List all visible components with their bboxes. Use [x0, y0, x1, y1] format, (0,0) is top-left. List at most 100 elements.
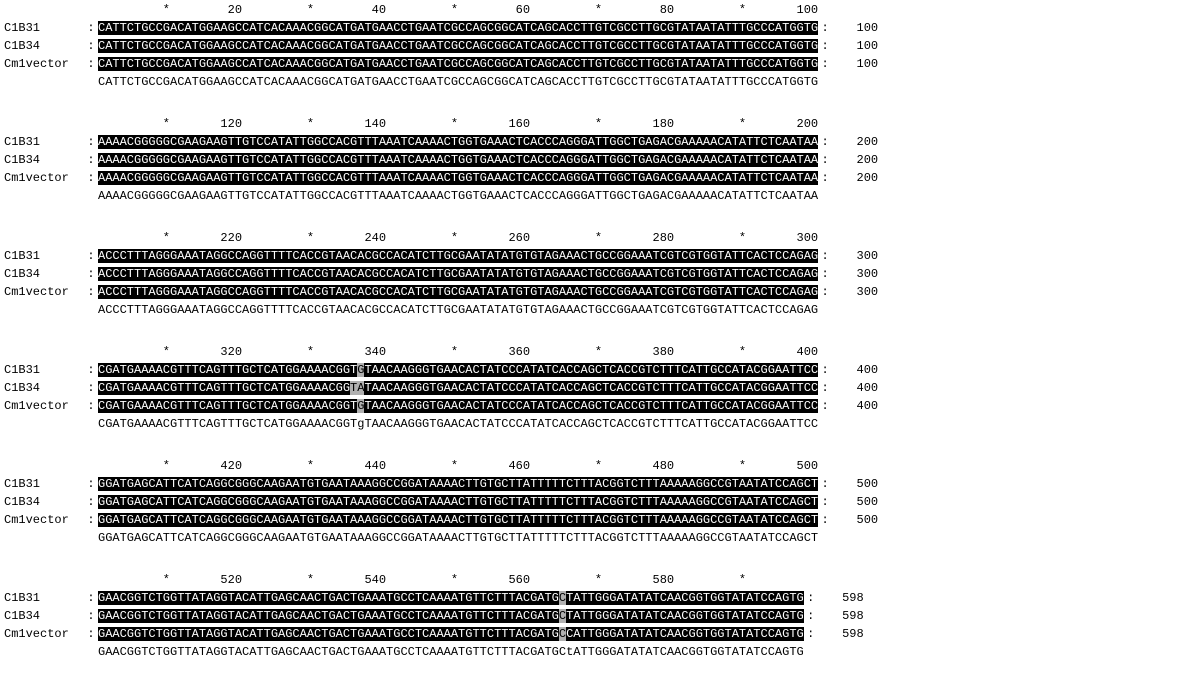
end-position: 400 — [838, 364, 878, 376]
sequence-label: C1B34 — [4, 268, 84, 280]
sequence: CATTCTGCCGACATGGAAGCCATCACAAACGGCATGATGA… — [98, 40, 818, 52]
colon: : — [84, 286, 98, 298]
end-position: 300 — [838, 268, 878, 280]
sequence: GAACGGTCTGGTTATAGGTACATTGAGCAACTGACTGAAA… — [98, 592, 804, 604]
alignment-block: * 120 * 140 * 160 * 180 * 200C1B31:AAAAC… — [4, 118, 1179, 208]
sequence-row: C1B31:CGATGAAAACGTTTCAGTTTGCTCATGGAAAACG… — [4, 364, 1179, 382]
sequence-label: Cm1vector — [4, 628, 84, 640]
colon: : — [818, 154, 832, 166]
colon: : — [84, 592, 98, 604]
ruler-row: * 20 * 40 * 60 * 80 * 100 — [4, 4, 1179, 22]
sequence: AAAACGGGGGCGAAGAAGTTGTCCATATTGGCCACGTTTA… — [98, 136, 818, 148]
sequence-label: C1B31 — [4, 22, 84, 34]
sequence-row: C1B31:CATTCTGCCGACATGGAAGCCATCACAAACGGCA… — [4, 22, 1179, 40]
colon: : — [818, 496, 832, 508]
sequence-row: C1B31:GGATGAGCATTCATCAGGCGGGCAAGAATGTGAA… — [4, 478, 1179, 496]
colon: : — [818, 250, 832, 262]
ruler: * 520 * 540 * 560 * 580 * — [98, 574, 804, 586]
sequence-label: C1B31 — [4, 136, 84, 148]
end-position: 400 — [838, 382, 878, 394]
sequence-label: C1B34 — [4, 40, 84, 52]
ruler: * 120 * 140 * 160 * 180 * 200 — [98, 118, 818, 130]
alignment-block: * 20 * 40 * 60 * 80 * 100 C1B31:CATTCTGCC… — [4, 4, 1179, 94]
sequence-row: C1B34:GGATGAGCATTCATCAGGCGGGCAAGAATGTGAA… — [4, 496, 1179, 514]
sequence-label: C1B34 — [4, 154, 84, 166]
colon: : — [84, 268, 98, 280]
sequence-row: C1B31:ACCCTTTAGGGAAATAGGCCAGGTTTTCACCGTA… — [4, 250, 1179, 268]
consensus-sequence: AAAACGGGGGCGAAGAAGTTGTCCATATTGGCCACGTTTA… — [98, 190, 818, 202]
sequence-row: C1B34:GAACGGTCTGGTTATAGGTACATTGAGCAACTGA… — [4, 610, 1179, 628]
colon: : — [818, 268, 832, 280]
colon: : — [818, 400, 832, 412]
sequence: CGATGAAAACGTTTCAGTTTGCTCATGGAAAACGGTGTAA… — [98, 364, 818, 376]
sequence: GGATGAGCATTCATCAGGCGGGCAAGAATGTGAATAAAGG… — [98, 478, 818, 490]
colon: : — [804, 592, 818, 604]
sequence: CGATGAAAACGTTTCAGTTTGCTCATGGAAAACGGTGTAA… — [98, 400, 818, 412]
colon: : — [818, 478, 832, 490]
colon: : — [84, 154, 98, 166]
consensus-row: GGATGAGCATTCATCAGGCGGGCAAGAATGTGAATAAAGG… — [4, 532, 1179, 550]
colon: : — [84, 628, 98, 640]
sequence-row: C1B34:CATTCTGCCGACATGGAAGCCATCACAAACGGCA… — [4, 40, 1179, 58]
sequence-label: C1B31 — [4, 478, 84, 490]
alignment-block: * 220 * 240 * 260 * 280 * 300C1B31:ACCCT… — [4, 232, 1179, 322]
alignment-block: * 420 * 440 * 460 * 480 * 500C1B31:GGATG… — [4, 460, 1179, 550]
sequence: ACCCTTTAGGGAAATAGGCCAGGTTTTCACCGTAACACGC… — [98, 250, 818, 262]
colon: : — [84, 382, 98, 394]
colon: : — [818, 58, 832, 70]
consensus-sequence: CGATGAAAACGTTTCAGTTTGCTCATGGAAAACGGTgTAA… — [98, 418, 818, 430]
ruler: * 420 * 440 * 460 * 480 * 500 — [98, 460, 818, 472]
sequence: GAACGGTCTGGTTATAGGTACATTGAGCAACTGACTGAAA… — [98, 628, 804, 640]
alignment-block: * 520 * 540 * 560 * 580 * C1B31:GAACGGTC… — [4, 574, 1179, 664]
sequence: CATTCTGCCGACATGGAAGCCATCACAAACGGCATGATGA… — [98, 58, 818, 70]
end-position: 500 — [838, 514, 878, 526]
colon: : — [818, 514, 832, 526]
consensus-row: CGATGAAAACGTTTCAGTTTGCTCATGGAAAACGGTgTAA… — [4, 418, 1179, 436]
end-position: 598 — [824, 610, 864, 622]
ruler-row: * 220 * 240 * 260 * 280 * 300 — [4, 232, 1179, 250]
sequence-label: Cm1vector — [4, 58, 84, 70]
end-position: 300 — [838, 286, 878, 298]
sequence-label: C1B34 — [4, 496, 84, 508]
sequence: GGATGAGCATTCATCAGGCGGGCAAGAATGTGAATAAAGG… — [98, 496, 818, 508]
sequence-label: Cm1vector — [4, 514, 84, 526]
consensus-sequence: GGATGAGCATTCATCAGGCGGGCAAGAATGTGAATAAAGG… — [98, 532, 818, 544]
sequence: CGATGAAAACGTTTCAGTTTGCTCATGGAAAACGGTATAA… — [98, 382, 818, 394]
ruler: * 20 * 40 * 60 * 80 * 100 — [98, 4, 818, 16]
end-position: 500 — [838, 496, 878, 508]
sequence-row: Cm1vector:GGATGAGCATTCATCAGGCGGGCAAGAATG… — [4, 514, 1179, 532]
colon: : — [818, 40, 832, 52]
sequence-row: C1B34:AAAACGGGGGCGAAGAAGTTGTCCATATTGGCCA… — [4, 154, 1179, 172]
consensus-row: AAAACGGGGGCGAAGAAGTTGTCCATATTGGCCACGTTTA… — [4, 190, 1179, 208]
consensus-sequence: ACCCTTTAGGGAAATAGGCCAGGTTTTCACCGTAACACGC… — [98, 304, 818, 316]
end-position: 598 — [824, 628, 864, 640]
colon: : — [818, 172, 832, 184]
end-position: 598 — [824, 592, 864, 604]
sequence-row: Cm1vector:CGATGAAAACGTTTCAGTTTGCTCATGGAA… — [4, 400, 1179, 418]
sequence-label: Cm1vector — [4, 286, 84, 298]
consensus-sequence: GAACGGTCTGGTTATAGGTACATTGAGCAACTGACTGAAA… — [98, 646, 804, 658]
sequence-row: Cm1vector:AAAACGGGGGCGAAGAAGTTGTCCATATTG… — [4, 172, 1179, 190]
colon: : — [84, 610, 98, 622]
sequence-label: C1B31 — [4, 364, 84, 376]
ruler-row: * 320 * 340 * 360 * 380 * 400 — [4, 346, 1179, 364]
sequence-row: C1B31:GAACGGTCTGGTTATAGGTACATTGAGCAACTGA… — [4, 592, 1179, 610]
colon: : — [84, 172, 98, 184]
end-position: 100 — [838, 58, 878, 70]
colon: : — [818, 286, 832, 298]
sequence: GGATGAGCATTCATCAGGCGGGCAAGAATGTGAATAAAGG… — [98, 514, 818, 526]
end-position: 300 — [838, 250, 878, 262]
colon: : — [84, 514, 98, 526]
end-position: 200 — [838, 136, 878, 148]
colon: : — [84, 496, 98, 508]
sequence-row: Cm1vector:ACCCTTTAGGGAAATAGGCCAGGTTTTCAC… — [4, 286, 1179, 304]
sequence-label: C1B31 — [4, 250, 84, 262]
sequence: ACCCTTTAGGGAAATAGGCCAGGTTTTCACCGTAACACGC… — [98, 268, 818, 280]
end-position: 100 — [838, 22, 878, 34]
sequence: ACCCTTTAGGGAAATAGGCCAGGTTTTCACCGTAACACGC… — [98, 286, 818, 298]
sequence-label: C1B34 — [4, 610, 84, 622]
sequence-label: C1B31 — [4, 592, 84, 604]
colon: : — [84, 40, 98, 52]
colon: : — [84, 58, 98, 70]
colon: : — [84, 250, 98, 262]
